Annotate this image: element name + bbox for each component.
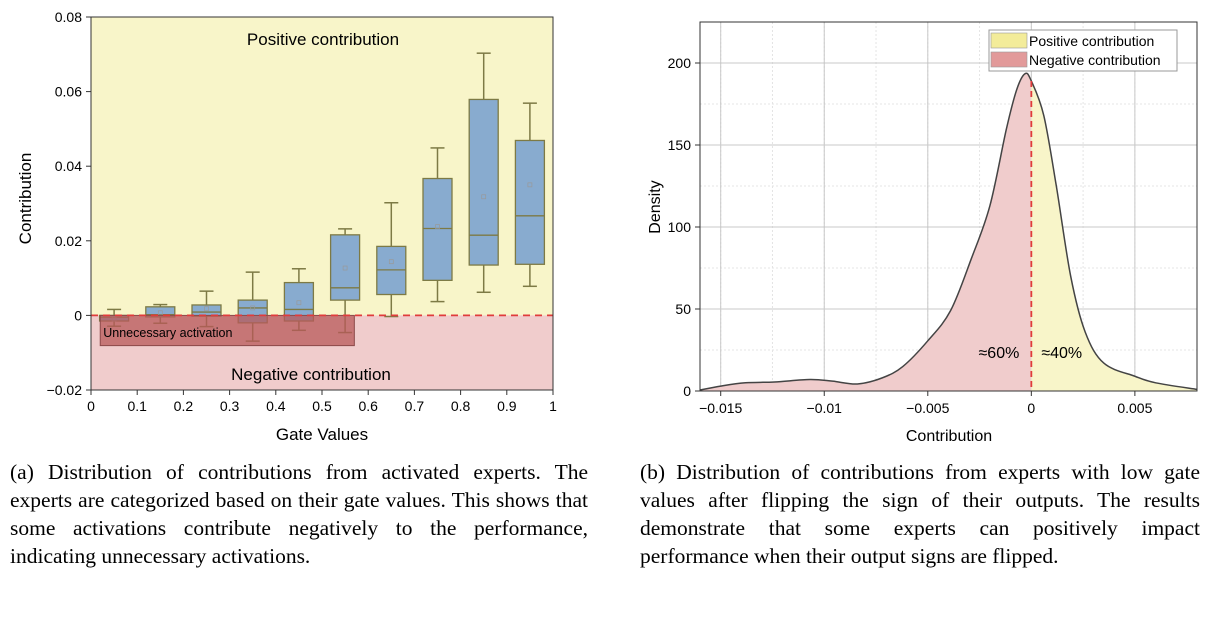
legend-label: Negative contribution bbox=[1029, 52, 1161, 68]
box-0.55 bbox=[329, 234, 361, 301]
y-tick-label: 0.04 bbox=[55, 158, 82, 174]
mean-marker bbox=[435, 224, 440, 229]
y-tick-label: 150 bbox=[668, 137, 692, 153]
x-tick-label: −0.005 bbox=[906, 400, 949, 416]
box-0.95 bbox=[514, 139, 546, 265]
mean-marker bbox=[250, 305, 256, 311]
negative-area bbox=[700, 73, 1032, 391]
caption-b: (b) Distribution of contributions from e… bbox=[640, 460, 1200, 568]
caption-a: (a) Distribution of contributions from a… bbox=[10, 460, 588, 568]
x-tick-label: 0.6 bbox=[358, 398, 378, 414]
x-tick-label: 0.5 bbox=[312, 398, 332, 414]
x-tick-label: 0.2 bbox=[174, 398, 194, 414]
box-0.75 bbox=[422, 177, 453, 281]
unnecessary-activation-region bbox=[99, 314, 355, 347]
y-tick-label: −0.02 bbox=[47, 382, 83, 398]
plot-frame bbox=[699, 21, 1198, 392]
positive-label: Positive contribution bbox=[247, 30, 399, 49]
positive-share-label: ≈40% bbox=[1041, 345, 1082, 362]
x-tick-label: 0.8 bbox=[451, 398, 471, 414]
x-tick-label: 0 bbox=[87, 398, 95, 414]
x-tick-label: 0.4 bbox=[266, 398, 286, 414]
x-tick-label: 0.1 bbox=[127, 398, 147, 414]
y-tick-label: 0.06 bbox=[55, 84, 82, 100]
x-tick-label: 0.9 bbox=[497, 398, 517, 414]
y-tick-label: 0 bbox=[683, 383, 691, 399]
legend-swatch bbox=[990, 51, 1028, 68]
x-tick-label: 0.3 bbox=[220, 398, 240, 414]
x-tick-label: −0.01 bbox=[807, 400, 843, 416]
y-tick-label: 100 bbox=[668, 219, 692, 235]
y-tick-label: 50 bbox=[675, 301, 691, 317]
density-curve bbox=[699, 72, 1198, 391]
mean-marker bbox=[388, 259, 394, 265]
mean-marker bbox=[527, 182, 533, 188]
y-tick-label: 200 bbox=[668, 55, 692, 71]
x-tick-label: 0.7 bbox=[405, 398, 425, 414]
x-axis-label: Contribution bbox=[906, 428, 992, 445]
x-axis-label: Gate Values bbox=[276, 425, 368, 444]
mean-marker bbox=[204, 306, 209, 312]
mean-marker bbox=[342, 265, 348, 271]
legend-swatch bbox=[990, 32, 1028, 49]
y-axis-label: Density bbox=[647, 180, 664, 233]
y-tick-label: 0.02 bbox=[55, 233, 82, 249]
positive-area bbox=[1031, 81, 1197, 391]
mean-marker bbox=[481, 194, 487, 200]
box-0.85 bbox=[468, 98, 499, 266]
mean-marker bbox=[157, 310, 163, 316]
y-axis-label: Contribution bbox=[16, 153, 35, 245]
unnecessary-activation-label: Unnecessary activation bbox=[103, 326, 232, 340]
x-tick-label: 0.005 bbox=[1117, 400, 1152, 416]
x-tick-label: 0 bbox=[1027, 400, 1035, 416]
mean-marker bbox=[296, 300, 302, 306]
y-tick-label: 0.08 bbox=[55, 9, 82, 25]
box-chart: Positive contribution Negative contributi… bbox=[16, 9, 557, 444]
negative-share-label: ≈60% bbox=[979, 345, 1020, 362]
x-tick-label: −0.015 bbox=[699, 400, 742, 416]
y-tick-label: 0 bbox=[74, 307, 82, 323]
x-tick-label: 1 bbox=[549, 398, 557, 414]
density-chart: ≈60% ≈40% −0.015 −0.01 −0.005 0 0.005 0 50 100 150… bbox=[647, 21, 1198, 445]
negative-label: Negative contribution bbox=[231, 365, 391, 384]
legend-label: Positive contribution bbox=[1029, 33, 1154, 49]
